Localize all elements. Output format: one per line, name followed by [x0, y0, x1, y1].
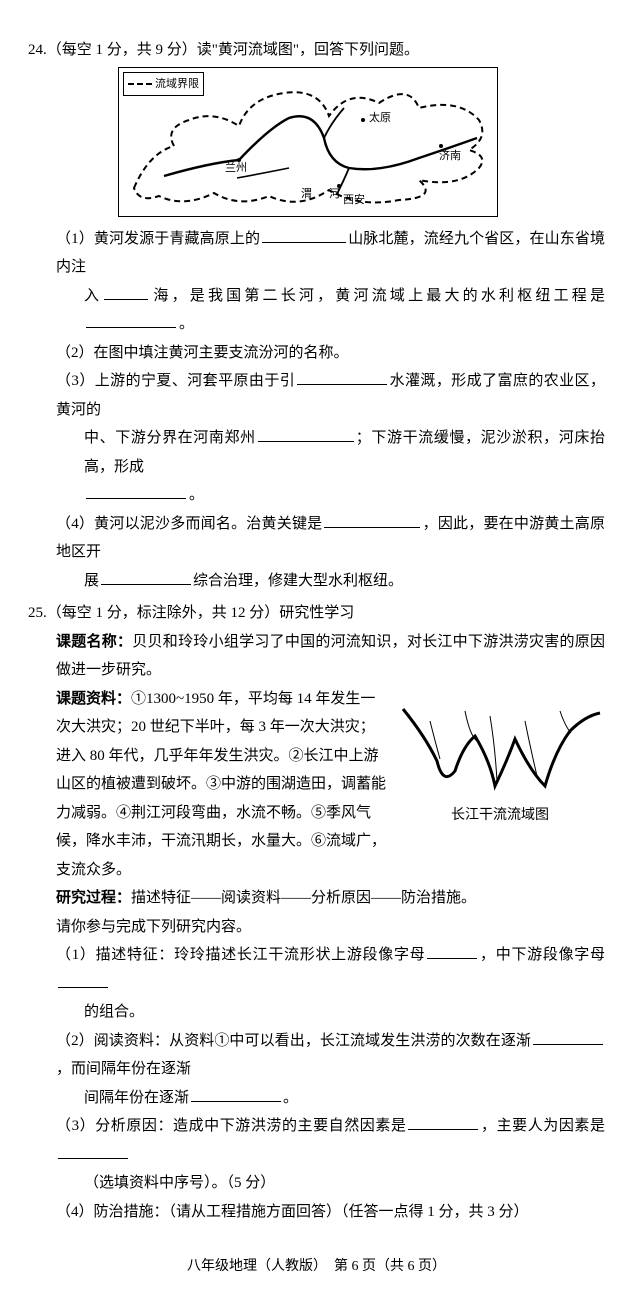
blank[interactable] — [86, 312, 176, 329]
label-he: 河 — [329, 184, 340, 205]
blank[interactable] — [86, 483, 186, 500]
q25-r3: （3）分析原因：造成中下游洪涝的主要自然因素是 ，主要人为因素是 — [28, 1112, 605, 1169]
question-25: 25.（每空 1 分，标注除外，共 12 分）研究性学习 课题名称：贝贝和玲玲小… — [28, 599, 605, 1226]
blank[interactable] — [427, 943, 477, 960]
q25-r3-end: （选填资料中序号）。（5 分） — [28, 1169, 605, 1198]
q25-process: 研究过程：描述特征——阅读资料——分析原因——防治措施。 — [28, 884, 605, 913]
blank[interactable] — [104, 283, 148, 300]
r2-label: （2）阅读资料： — [56, 1033, 169, 1049]
q24-sub4: （4）黄河以泥沙多而闻名。治黄关键是，因此，要在中游黄土高原地区开 — [28, 510, 605, 567]
topic-label: 课题名称： — [56, 633, 132, 650]
footer-b: 第 6 页（共 6 页） — [334, 1259, 446, 1274]
blank[interactable] — [324, 511, 420, 528]
r1a: 玲玲描述长江干流形状上游段像字母 — [174, 947, 425, 963]
q24-sub1-cont: 入 海，是我国第二长河，黄河流域上最大的水利枢纽工程是。 — [28, 282, 605, 339]
blank[interactable] — [101, 568, 191, 585]
q24-sub3: （3）上游的宁夏、河套平原由于引水灌溉，形成了富庶的农业区，黄河的 — [28, 367, 605, 424]
q24-p1e: 。 — [179, 316, 194, 332]
blank[interactable] — [297, 369, 387, 386]
q24-p3e: 。 — [189, 487, 204, 503]
q25-materials: 长江干流流域图 课题资料：①1300~1950 年，平均每 14 年发生一次大洪… — [28, 685, 605, 885]
q24-p4c: 展 — [84, 573, 99, 589]
r3-label: （3）分析原因： — [56, 1118, 173, 1134]
r3b: ，主要人为因素是 — [480, 1118, 605, 1134]
label-wei: 渭 — [301, 184, 312, 205]
q25-r2-cont: 间隔年份在逐渐 。 — [28, 1084, 605, 1113]
q24-sub3-cont: 中、下游分界在河南郑州；下游干流缓慢，泥沙淤积，河床抬高，形成 — [28, 424, 605, 481]
legend-text: 流域界限 — [155, 78, 199, 90]
q24-p4a: （4）黄河以泥沙多而闻名。治黄关键是 — [56, 516, 322, 532]
invite-text: 请你参与完成下列研究内容。 — [56, 919, 251, 935]
r2b: ，而间隔年份在逐渐 — [56, 1061, 191, 1077]
blank[interactable] — [58, 1142, 128, 1159]
q25-number: 25. — [28, 605, 47, 621]
q25-fig-caption: 长江干流流域图 — [395, 803, 605, 830]
q25-r2: （2）阅读资料：从资料①中可以看出，长江流域发生洪涝的次数在逐渐 ，而间隔年份在逐… — [28, 1027, 605, 1084]
q24-stem: 24.（每空 1 分，共 9 分）读"黄河流域图"，回答下列问题。 — [28, 36, 605, 65]
q24-p3c: 中、下游分界在河南郑州 — [84, 430, 256, 446]
q25-stem-text: （每空 1 分，标注除外，共 12 分）研究性学习 — [47, 605, 355, 621]
q25-r4: （4）防治措施：（请从工程措施方面回答）（任答一点得 1 分，共 3 分） — [28, 1198, 605, 1227]
q24-stem-text: （每空 1 分，共 9 分）读"黄河流域图"，回答下列问题。 — [47, 42, 419, 58]
dash-icon — [128, 83, 152, 85]
q24-p4d: 综合治理，修建大型水利枢纽。 — [193, 573, 403, 589]
q24-sub3-end: 。 — [28, 481, 605, 510]
footer-a: 八年级地理（人教版） — [187, 1259, 327, 1274]
q24-figure-wrap: 流域界限 兰州 太原 济南 渭 河 西安 — [28, 67, 605, 217]
q24-number: 24. — [28, 42, 47, 58]
mat-text: ①1300~1950 年，平均每 14 年发生一次大洪灾；20 世纪下半叶，每 … — [56, 691, 386, 878]
r2c: 。 — [283, 1090, 298, 1106]
blank[interactable] — [191, 1085, 281, 1102]
label-jinan: 济南 — [439, 146, 461, 167]
q24-sub1: （1）黄河发源于青藏高原上的山脉北麓，流经九个省区，在山东省境内注 — [28, 225, 605, 282]
q24-p2: （2）在图中填注黄河主要支流汾河的名称。 — [56, 345, 349, 361]
label-xian: 西安 — [343, 190, 365, 211]
r2a: 从资料①中可以看出，长江流域发生洪涝的次数在逐渐 — [169, 1033, 531, 1049]
blank[interactable] — [408, 1114, 478, 1131]
q24-p1a: （1）黄河发源于青藏高原上的 — [56, 231, 260, 247]
q24-map-figure: 流域界限 兰州 太原 济南 渭 河 西安 — [118, 67, 498, 217]
r1b: ，中下游段像字母 — [479, 947, 605, 963]
topic-text: 贝贝和玲玲小组学习了中国的河流知识，对长江中下游洪涝灾害的原因做进一步研究。 — [56, 634, 605, 679]
blank[interactable] — [58, 971, 108, 988]
q25-r1-end: 的组合。 — [28, 998, 605, 1027]
blank[interactable] — [533, 1028, 603, 1045]
q25-figure: 长江干流流域图 — [395, 691, 605, 830]
blank[interactable] — [258, 426, 354, 443]
r1-label: （1）描述特征： — [56, 947, 174, 963]
proc-label: 研究过程： — [56, 889, 131, 906]
r3a: 造成中下游洪涝的主要自然因素是 — [173, 1118, 406, 1134]
page-footer: 八年级地理（人教版） 第 6 页（共 6 页） — [28, 1254, 605, 1281]
r4-label: （4）防治措施： — [56, 1204, 169, 1220]
r4a: （请从工程措施方面回答）（任答一点得 1 分，共 3 分） — [169, 1204, 529, 1220]
question-24: 24.（每空 1 分，共 9 分）读"黄河流域图"，回答下列问题。 流域界限 兰… — [28, 36, 605, 595]
blank[interactable] — [262, 226, 346, 243]
r2b2: 间隔年份在逐渐 — [84, 1090, 189, 1106]
q25-topic: 课题名称：贝贝和玲玲小组学习了中国的河流知识，对长江中下游洪涝灾害的原因做进一步… — [28, 628, 605, 685]
q25-stem: 25.（每空 1 分，标注除外，共 12 分）研究性学习 — [28, 599, 605, 628]
q24-p1d: 海，是我国第二长河，黄河流域上最大的水利枢纽工程是 — [150, 288, 605, 304]
q24-p1c: 入 — [84, 288, 102, 304]
proc-text: 描述特征——阅读资料——分析原因——防治措施。 — [131, 890, 476, 906]
r3c: （选填资料中序号）。（5 分） — [84, 1175, 275, 1191]
q25-r1: （1）描述特征：玲玲描述长江干流形状上游段像字母 ，中下游段像字母 — [28, 941, 605, 998]
changjiang-svg — [395, 691, 605, 801]
q25-invite: 请你参与完成下列研究内容。 — [28, 913, 605, 942]
label-taiyuan: 太原 — [369, 108, 391, 129]
q24-p3a: （3）上游的宁夏、河套平原由于引 — [56, 373, 295, 389]
q24-sub2: （2）在图中填注黄河主要支流汾河的名称。 — [28, 339, 605, 368]
r1c: 的组合。 — [84, 1004, 144, 1020]
q24-legend: 流域界限 — [123, 72, 204, 97]
label-lanzhou: 兰州 — [225, 158, 247, 179]
q24-sub4-cont: 展 综合治理，修建大型水利枢纽。 — [28, 567, 605, 596]
mat-label: 课题资料： — [56, 690, 131, 707]
